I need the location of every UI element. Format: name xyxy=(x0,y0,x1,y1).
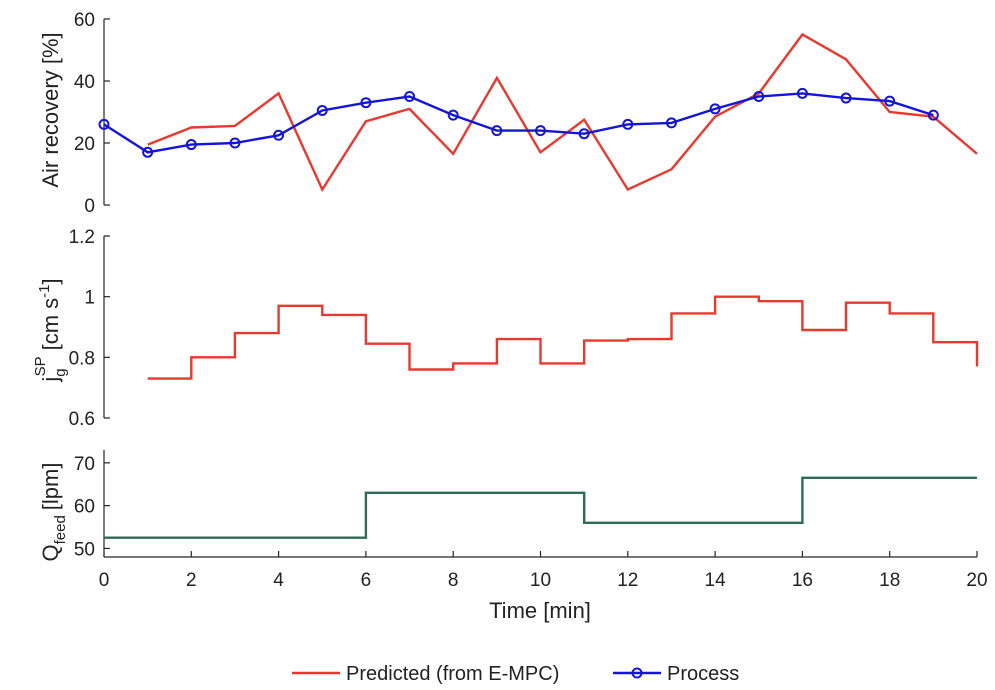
air-recovery-series-1-point xyxy=(447,109,459,121)
jg-axis-label: jgSP [cm s-1] xyxy=(32,278,69,382)
air-recovery-y-tick-label: 40 xyxy=(74,72,95,93)
air-recovery-series-1-point xyxy=(884,95,896,107)
legend-process-marker xyxy=(631,667,643,679)
jg-axis-label-sub: g xyxy=(52,368,69,376)
air-recovery-series-1-point xyxy=(753,91,765,102)
legend: Predicted (from E-MPC) Process xyxy=(292,663,739,685)
jg-y-tick-label: 0.8 xyxy=(69,348,95,369)
jg-axis-label-unit: [cm s xyxy=(38,298,63,351)
qfeed-panel: 50 60 70 0 2 4 6 8 10 12 14 16 18 20 xyxy=(74,450,988,591)
time-x-tick-label: 4 xyxy=(273,570,284,591)
air-recovery-series-1-point xyxy=(229,137,241,149)
time-axis-label: Time [min] xyxy=(489,598,591,623)
air-recovery-series-1-point xyxy=(796,87,808,99)
air-recovery-series-1-point xyxy=(578,128,590,140)
air-recovery-series-1-point xyxy=(273,129,285,141)
qfeed-axis-label-unit: [lpm] xyxy=(38,462,63,510)
air-recovery-series-1-point xyxy=(316,104,328,116)
jg-axis-label-sup: SP xyxy=(32,356,49,376)
time-x-tick-label: 6 xyxy=(361,570,372,591)
air-recovery-series-1-point xyxy=(840,92,852,104)
air-recovery-series-1-point xyxy=(142,146,154,158)
jg-y-tick-label: 1.2 xyxy=(69,227,95,248)
jg-axis-label-unit-sup: -1 xyxy=(36,284,53,297)
air-recovery-series-1-line xyxy=(103,92,934,154)
jg-axis-label-main: j xyxy=(38,377,63,383)
air-recovery-series-1-point xyxy=(185,139,197,151)
air-recovery-series-1-point xyxy=(622,118,634,130)
air-recovery-y-tick-label: 60 xyxy=(74,10,95,31)
qfeed-y-tick-label: 70 xyxy=(74,454,95,475)
jg-setpoint-panel: 0.6 0.8 1 1.2 xyxy=(69,227,979,430)
air-recovery-series-1-point xyxy=(535,125,546,137)
air-recovery-series-1-point xyxy=(665,117,677,129)
jg-y-tick-label: 1 xyxy=(84,288,95,309)
svg-text:jgSP[cm s-1]: jgSP [cm s-1] xyxy=(32,278,69,382)
time-x-tick-label: 12 xyxy=(617,570,638,591)
air-recovery-y-tick-label: 0 xyxy=(84,196,95,217)
qfeed-y-tick-label: 60 xyxy=(74,497,95,518)
qfeed-axis-label: Qfeed [lpm] xyxy=(38,462,69,561)
qfeed-y-tick-label: 50 xyxy=(74,539,95,560)
air-recovery-series-1-point xyxy=(404,91,416,102)
jg-axis-label-close: ] xyxy=(38,278,63,284)
qfeed-axis-label-sub: feed xyxy=(52,515,69,544)
legend-process-label: Process xyxy=(667,663,739,685)
air-recovery-series-1-point xyxy=(927,109,939,121)
qfeed-series-0-line xyxy=(104,476,977,539)
time-x-tick-label: 8 xyxy=(448,570,459,591)
jg-y-tick-label: 0.6 xyxy=(69,409,95,430)
legend-predicted-label: Predicted (from E-MPC) xyxy=(346,663,559,685)
svg-text:Qfeed[lpm]: Qfeed [lpm] xyxy=(38,462,69,561)
air-recovery-series-0-line xyxy=(147,32,978,193)
time-x-tick-label: 20 xyxy=(966,570,987,591)
jg-series-0-line xyxy=(147,295,979,380)
time-x-tick-label: 2 xyxy=(186,570,197,591)
time-x-tick-label: 0 xyxy=(99,570,110,591)
time-x-tick-label: 16 xyxy=(792,570,813,591)
air-recovery-series-1-point xyxy=(98,118,110,130)
air-recovery-y-tick-label: 20 xyxy=(74,134,95,155)
time-x-tick-label: 14 xyxy=(705,570,727,591)
air-recovery-axis-label: Air recovery [%] xyxy=(38,32,63,187)
air-recovery-series-1-point xyxy=(360,97,372,109)
qfeed-axis-label-main: Q xyxy=(38,544,63,561)
air-recovery-panel: 0 20 40 60 xyxy=(74,10,978,217)
air-recovery-series-1-point xyxy=(491,125,503,137)
time-x-tick-label: 18 xyxy=(879,570,900,591)
air-recovery-series-1-point xyxy=(709,103,721,115)
time-x-tick-label: 10 xyxy=(530,570,551,591)
